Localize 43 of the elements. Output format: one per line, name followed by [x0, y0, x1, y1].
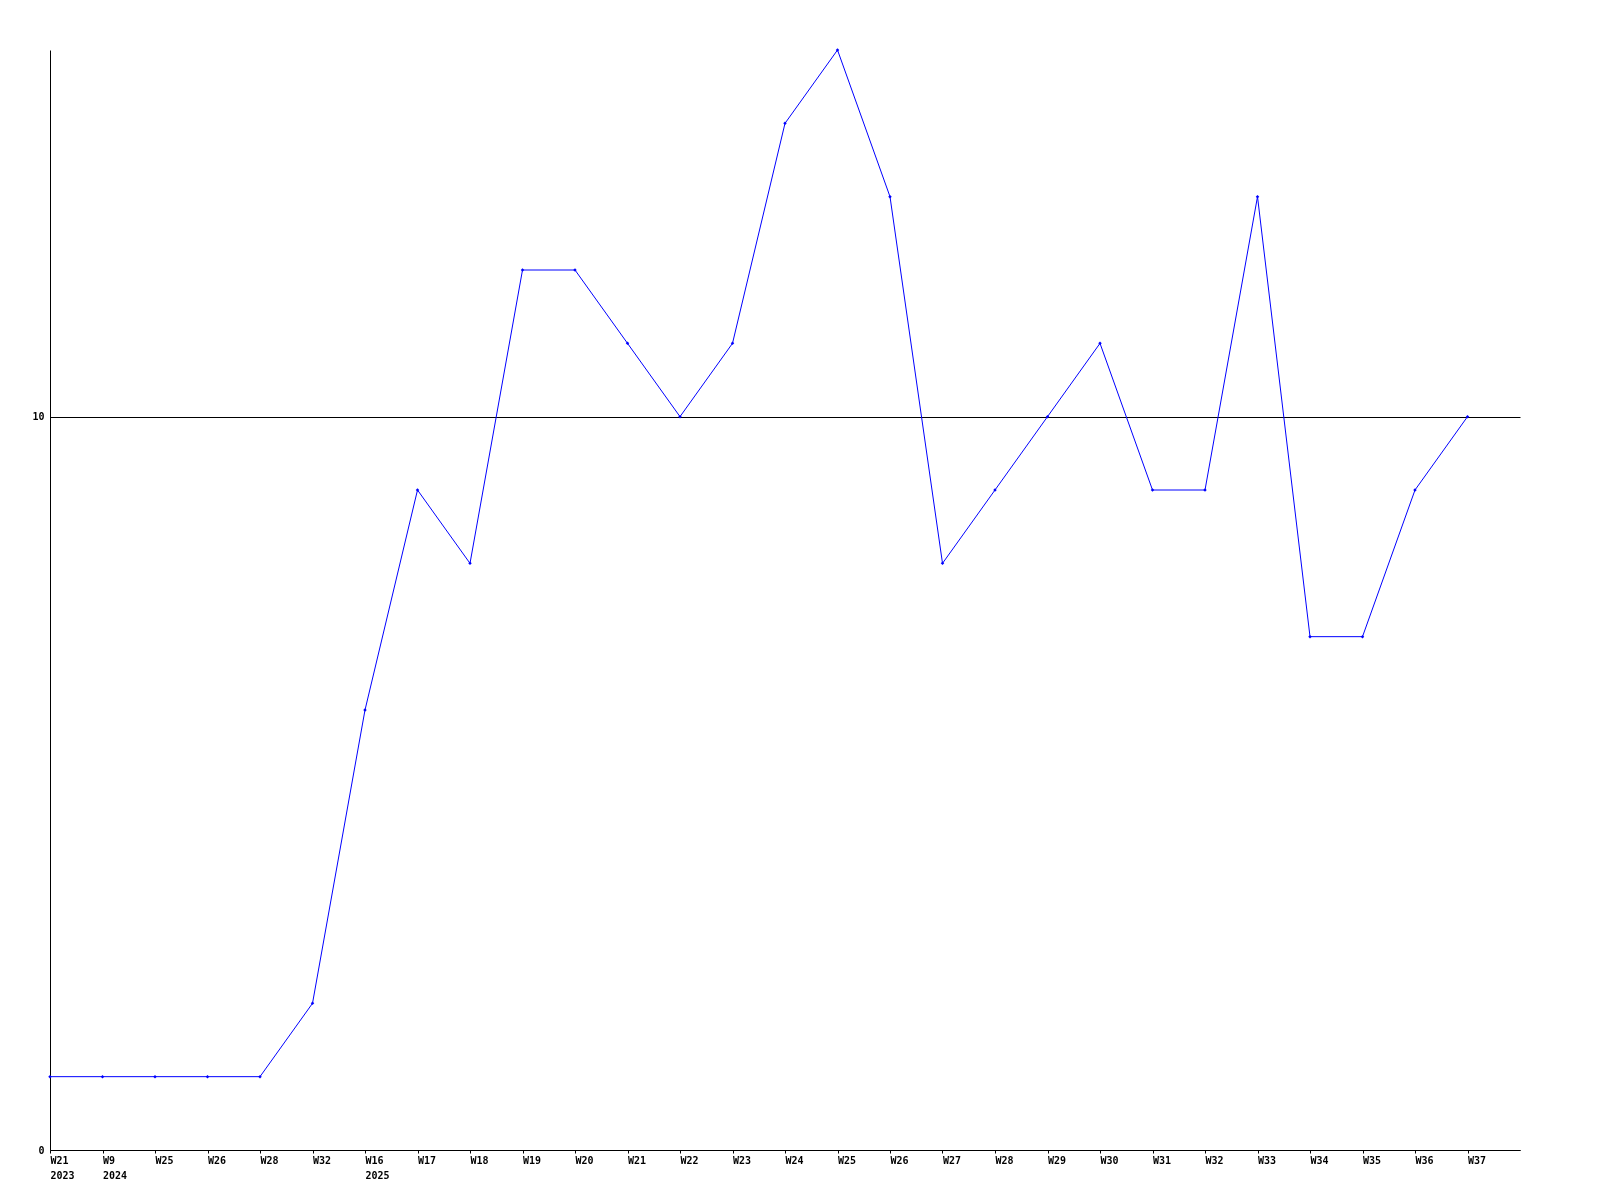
y-tick-label: 10: [32, 411, 45, 423]
point: [153, 1074, 157, 1079]
y-tick-label: 0: [38, 1144, 45, 1156]
point: [783, 121, 787, 126]
point: [888, 194, 892, 199]
x-tick-label: W22: [680, 1154, 699, 1166]
x-tick-label: W37: [1468, 1154, 1487, 1166]
x-tick-label: W28: [260, 1154, 279, 1166]
x-tick-label: W36: [1415, 1154, 1434, 1166]
x-tick-label: W21: [628, 1154, 647, 1166]
x-tick-label: W31: [1153, 1154, 1172, 1166]
point: [1308, 634, 1312, 639]
x-tick-label: W17: [418, 1154, 437, 1166]
point: [835, 48, 840, 52]
x-tick-label: W20: [575, 1154, 594, 1166]
x-tick-label: W25: [155, 1154, 174, 1166]
x-tick-label: W28: [995, 1154, 1014, 1166]
point: [678, 414, 682, 419]
x-tick-label: W19: [523, 1154, 542, 1166]
x-tick-label: W32: [1205, 1154, 1224, 1166]
x-tick-label: W32: [313, 1154, 332, 1166]
x-tick-label: W21 2023: [50, 1154, 75, 1181]
point: [1098, 341, 1102, 346]
x-tick-label: W16 2025: [365, 1154, 390, 1181]
x-tick-label: W35: [1363, 1154, 1382, 1166]
point: [1150, 488, 1155, 492]
x-tick-label: W26: [890, 1154, 909, 1166]
x-tick-label: W27: [943, 1154, 962, 1166]
x-tick-label: W24: [785, 1154, 804, 1166]
point: [48, 1074, 52, 1079]
point: [468, 561, 472, 566]
x-tick-label: W33: [1258, 1154, 1277, 1166]
point: [415, 488, 420, 492]
x-tick-label: W30: [1100, 1154, 1119, 1166]
x-tick-label: W23: [733, 1154, 752, 1166]
point: [258, 1074, 262, 1079]
x-tick-label: W18: [470, 1154, 489, 1166]
x-tick-label: W26: [208, 1154, 227, 1166]
x-tick-label: W34: [1310, 1154, 1329, 1166]
point: [520, 268, 525, 272]
x-tick-label: W9 2024: [103, 1154, 128, 1181]
x-tick-label: W29: [1048, 1154, 1067, 1166]
x-tick-label: W25: [838, 1154, 857, 1166]
